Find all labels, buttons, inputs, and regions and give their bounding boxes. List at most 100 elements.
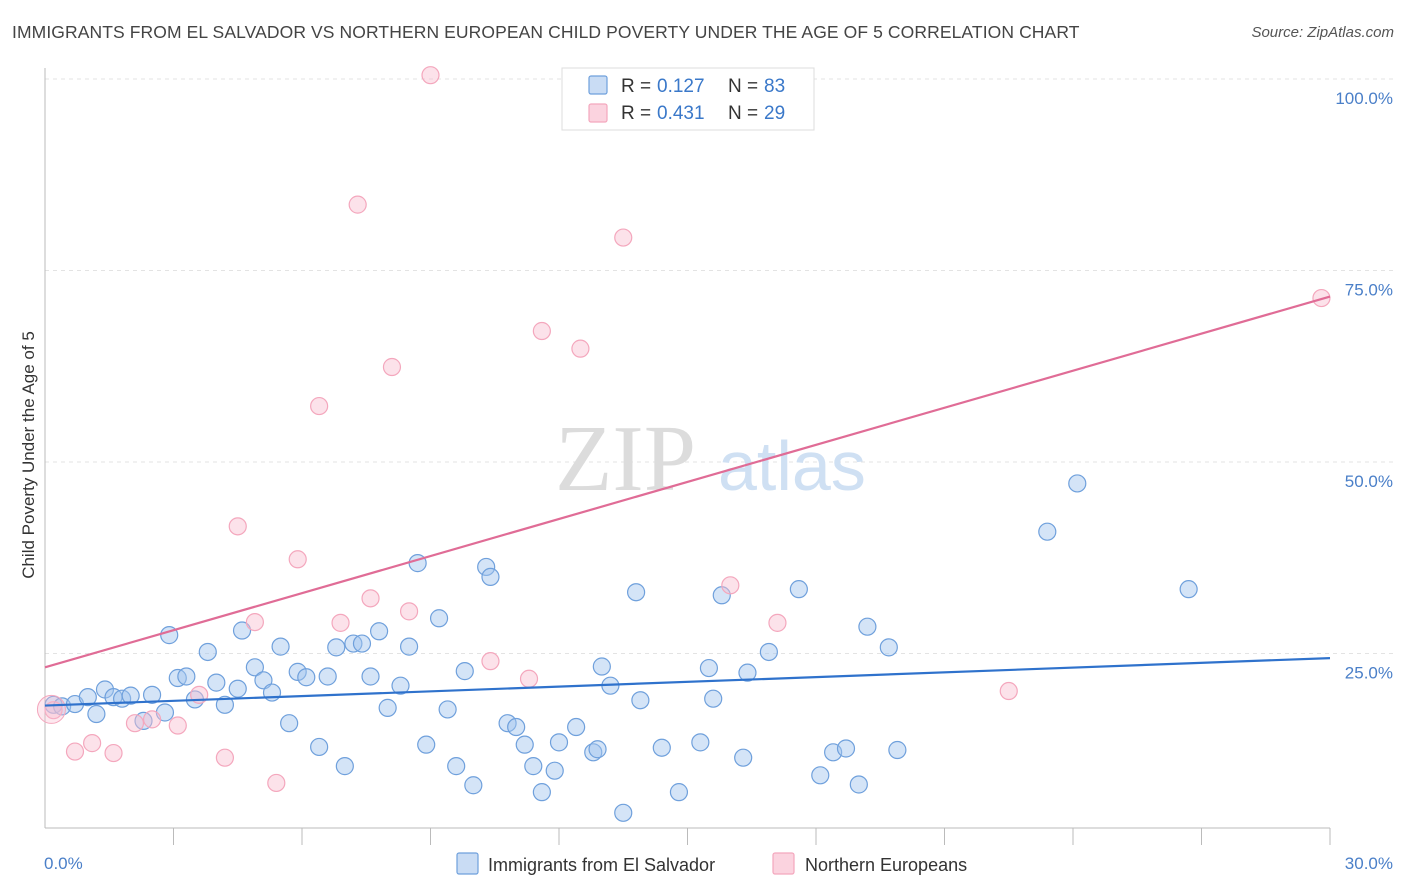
point-el-salvador — [734, 748, 753, 767]
series-el-salvador-points — [44, 474, 1198, 822]
point-el-salvador — [399, 637, 419, 656]
legend-r-label-1: R = — [621, 76, 651, 97]
point-northern-european — [361, 589, 380, 608]
point-el-salvador — [198, 642, 217, 662]
point-el-salvador — [669, 783, 689, 802]
point-el-salvador — [271, 637, 290, 656]
point-northern-european-large — [36, 694, 66, 724]
point-el-salvador — [310, 737, 329, 757]
source-credit: Source: ZipAtlas.com — [1251, 24, 1394, 41]
y-tick-label-75: 75.0% — [1345, 281, 1393, 300]
point-el-salvador — [297, 668, 316, 687]
point-northern-european — [245, 612, 264, 632]
point-northern-european — [288, 550, 307, 569]
point-el-salvador — [507, 717, 526, 737]
point-northern-european — [721, 576, 740, 595]
y-axis-label: Child Poverty Under the Age of 5 — [19, 331, 38, 579]
point-el-salvador — [477, 557, 496, 577]
bottom-legend: Immigrants from El Salvador Northern Eur… — [456, 852, 967, 875]
point-el-salvador — [378, 698, 397, 717]
point-el-salvador — [455, 662, 474, 681]
legend-r-value-2: 0.431 — [657, 103, 705, 124]
y-tick-label-100: 100.0% — [1335, 89, 1393, 108]
x-tick-marks — [173, 828, 1331, 845]
watermark-zip: ZIP — [555, 407, 696, 511]
point-el-salvador — [232, 621, 252, 640]
point-northern-european — [614, 228, 633, 247]
point-el-salvador — [142, 685, 162, 704]
point-northern-european — [104, 743, 123, 763]
y-tick-label-50: 50.0% — [1345, 472, 1393, 491]
bottom-legend-label-pink: Northern Europeans — [805, 855, 967, 875]
point-el-salvador — [228, 679, 247, 698]
legend-n-label-2: N = — [728, 103, 758, 124]
point-el-salvador — [614, 803, 633, 822]
point-el-salvador — [849, 775, 868, 794]
legend: R = 0.127 N = 83 R = 0.431 N = 29 — [561, 67, 815, 131]
point-el-salvador — [327, 638, 346, 657]
point-el-salvador — [691, 733, 710, 752]
point-northern-european — [519, 669, 539, 688]
point-northern-european — [768, 613, 787, 632]
point-el-salvador — [352, 634, 372, 653]
y-tick-labels: 100.0% 75.0% 50.0% 25.0% — [1335, 89, 1393, 683]
legend-r-value-1: 0.127 — [657, 76, 705, 97]
point-el-salvador — [429, 609, 449, 628]
point-el-salvador — [361, 667, 380, 686]
point-el-salvador — [1068, 474, 1087, 493]
point-el-salvador — [524, 757, 543, 776]
point-northern-european — [228, 517, 247, 536]
point-el-salvador — [631, 691, 650, 710]
legend-n-label-1: N = — [728, 76, 758, 97]
bottom-legend-label-blue: Immigrants from El Salvador — [488, 855, 715, 875]
point-el-salvador — [121, 686, 140, 705]
legend-n-value-1: 83 — [764, 76, 785, 97]
point-el-salvador — [498, 714, 517, 733]
point-el-salvador — [370, 622, 389, 641]
point-el-salvador — [592, 657, 611, 676]
point-el-salvador — [207, 673, 226, 692]
point-northern-european — [571, 339, 590, 358]
point-el-salvador — [588, 740, 607, 759]
point-el-salvador — [215, 695, 234, 714]
point-el-salvador — [811, 766, 830, 785]
watermark: ZIP atlas — [555, 407, 866, 511]
point-el-salvador — [438, 700, 457, 719]
point-el-salvador — [288, 662, 307, 681]
point-el-salvador — [391, 676, 410, 695]
point-el-salvador — [532, 783, 551, 802]
point-el-salvador — [888, 740, 907, 760]
point-el-salvador — [789, 580, 808, 599]
point-northern-european — [83, 734, 102, 753]
point-northern-european — [215, 748, 234, 767]
point-el-salvador — [87, 704, 106, 724]
point-northern-european — [399, 602, 419, 621]
point-el-salvador — [481, 567, 500, 587]
point-el-salvador — [549, 733, 569, 752]
trend-lines — [44, 295, 1331, 707]
point-el-salvador — [78, 688, 97, 707]
point-el-salvador — [836, 739, 856, 758]
point-el-salvador — [318, 667, 337, 686]
point-el-salvador — [759, 642, 778, 662]
x-tick-label-max: 30.0% — [1345, 854, 1393, 873]
grid-lines — [45, 78, 1393, 654]
y-tick-label-25: 25.0% — [1345, 664, 1393, 683]
point-el-salvador — [858, 617, 877, 636]
point-northern-european — [168, 716, 187, 735]
point-el-salvador — [245, 658, 264, 677]
point-el-salvador — [652, 738, 671, 757]
legend-swatch-blue — [588, 75, 608, 95]
x-tick-label-min: 0.0% — [44, 854, 83, 873]
point-northern-european — [331, 613, 350, 632]
point-northern-european — [532, 321, 551, 341]
trendline-el-salvador — [44, 656, 1331, 707]
point-el-salvador — [704, 689, 723, 708]
point-northern-european — [125, 714, 145, 733]
point-el-salvador — [280, 714, 299, 733]
point-el-salvador — [177, 667, 196, 686]
point-el-salvador — [626, 583, 646, 602]
point-northern-european — [267, 773, 286, 793]
point-el-salvador — [1179, 580, 1198, 599]
